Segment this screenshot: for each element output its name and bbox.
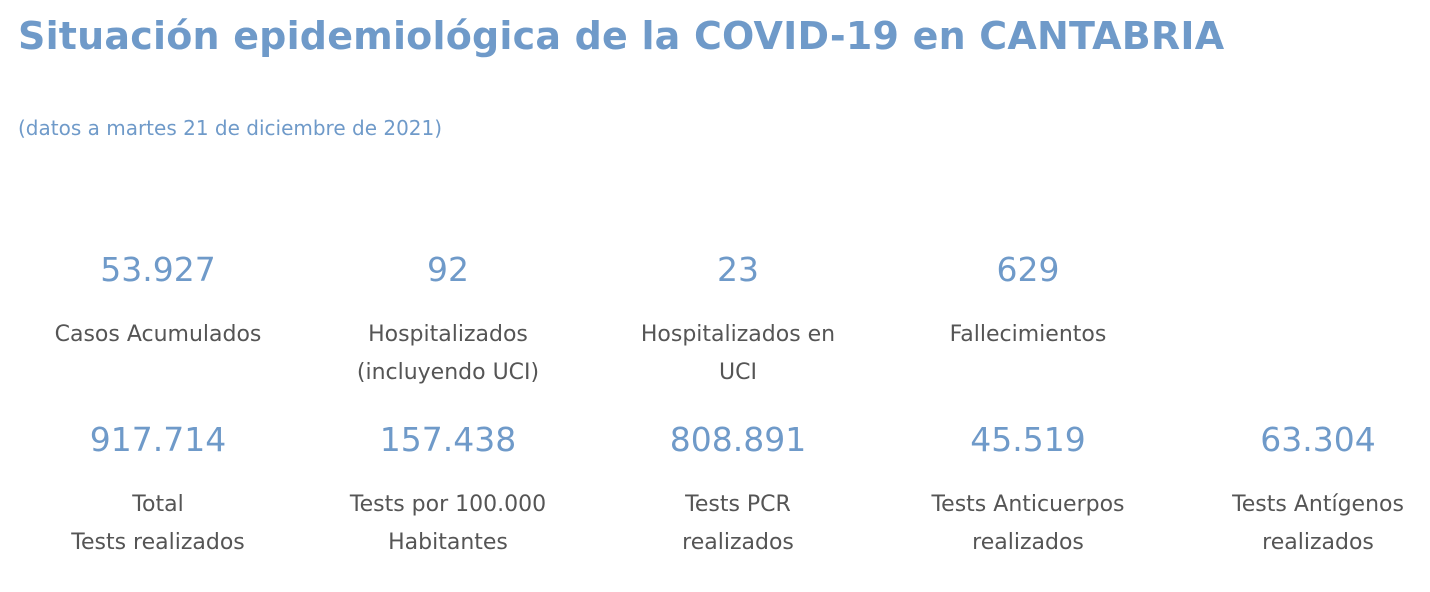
stat-tests-pcr: 808.891 Tests PCR realizados — [608, 420, 868, 562]
stat-fallecimientos: 629 Fallecimientos — [898, 250, 1158, 354]
stat-label: Casos Acumulados — [54, 322, 262, 347]
date-note: (datos a martes 21 de diciembre de 2021) — [18, 116, 443, 140]
stat-value: 45.519 — [970, 420, 1086, 459]
stat-value: 157.438 — [379, 420, 517, 459]
stat-label: Hospitalizados (incluyendo UCI) — [356, 322, 540, 385]
stat-label: Tests Antígenos realizados — [1232, 492, 1404, 555]
stat-hospitalizados: 92 Hospitalizados (incluyendo UCI) — [318, 250, 578, 392]
stat-value: 917.714 — [89, 420, 227, 459]
stat-tests-por-100000: 157.438 Tests por 100.000 Habitantes — [318, 420, 578, 562]
stat-label: Tests por 100.000 Habitantes — [349, 492, 547, 555]
stat-tests-antigenos: 63.304 Tests Antígenos realizados — [1188, 420, 1430, 562]
page-title: Situación epidemiológica de la COVID-19 … — [18, 14, 1225, 58]
stat-value: 53.927 — [100, 250, 216, 289]
stat-tests-anticuerpos: 45.519 Tests Anticuerpos realizados — [898, 420, 1158, 562]
stat-hospitalizados-uci: 23 Hospitalizados en UCI — [608, 250, 868, 392]
stat-value: 629 — [996, 250, 1060, 289]
stat-total-tests: 917.714 Total Tests realizados — [28, 420, 288, 562]
stat-value: 808.891 — [669, 420, 807, 459]
stat-label: Total Tests realizados — [71, 492, 245, 555]
stat-value: 23 — [717, 250, 759, 289]
stat-value: 92 — [427, 250, 469, 289]
stat-value: 63.304 — [1260, 420, 1376, 459]
stat-label: Tests Anticuerpos realizados — [931, 492, 1125, 555]
stat-label: Fallecimientos — [949, 322, 1107, 347]
stat-casos-acumulados: 53.927 Casos Acumulados — [28, 250, 288, 354]
stat-label: Hospitalizados en UCI — [640, 322, 836, 385]
stat-label: Tests PCR realizados — [682, 492, 794, 555]
